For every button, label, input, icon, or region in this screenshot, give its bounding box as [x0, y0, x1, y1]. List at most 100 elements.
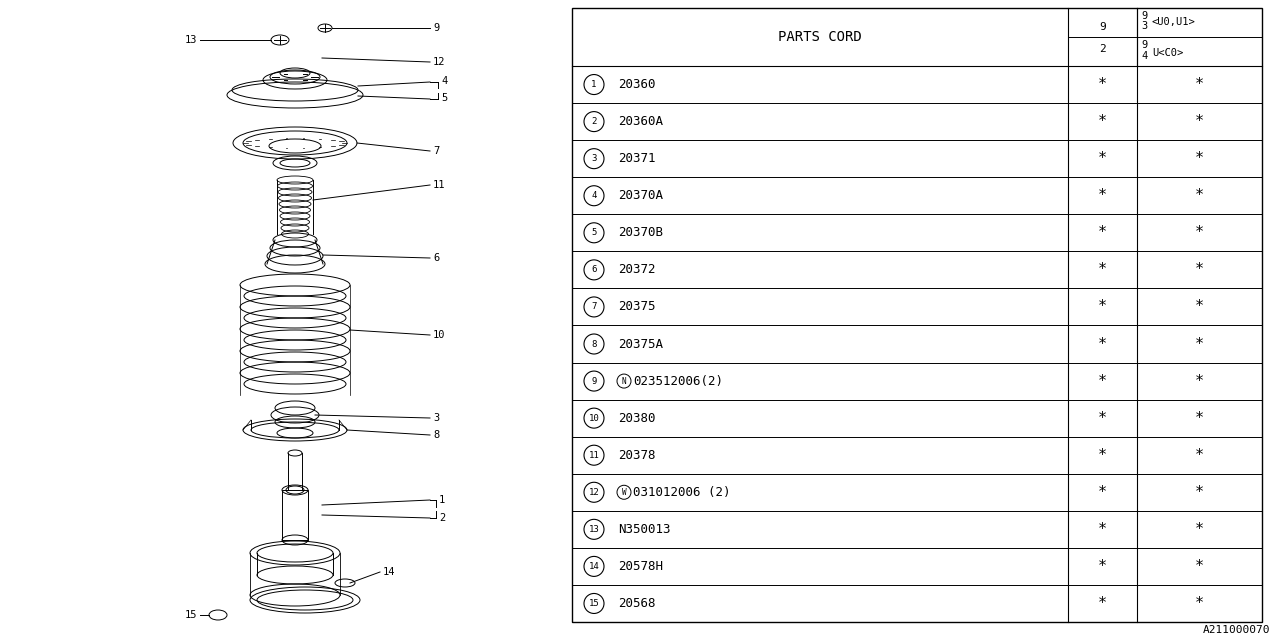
- Text: *: *: [1098, 448, 1107, 463]
- Text: *: *: [1098, 188, 1107, 204]
- Circle shape: [584, 74, 604, 95]
- Text: 7: 7: [433, 146, 439, 156]
- Text: *: *: [1196, 559, 1204, 574]
- Text: *: *: [1196, 596, 1204, 611]
- Text: 20568: 20568: [618, 597, 655, 610]
- Text: *: *: [1098, 559, 1107, 574]
- Text: 12: 12: [589, 488, 599, 497]
- Text: 9: 9: [433, 23, 439, 33]
- Text: *: *: [1196, 484, 1204, 500]
- Bar: [282, 490, 308, 540]
- Text: 8: 8: [433, 430, 439, 440]
- Text: N: N: [622, 376, 626, 385]
- Text: 4: 4: [591, 191, 596, 200]
- Text: 1: 1: [439, 495, 445, 505]
- Text: 20372: 20372: [618, 264, 655, 276]
- Text: 9: 9: [1100, 22, 1106, 31]
- Text: 6: 6: [433, 253, 439, 263]
- Text: *: *: [1098, 411, 1107, 426]
- Text: 2: 2: [591, 117, 596, 126]
- Text: 6: 6: [591, 266, 596, 275]
- Text: 20375: 20375: [618, 300, 655, 314]
- Text: *: *: [1098, 300, 1107, 314]
- Text: 7: 7: [591, 303, 596, 312]
- Text: 2: 2: [439, 513, 445, 523]
- Circle shape: [584, 148, 604, 169]
- Circle shape: [584, 111, 604, 132]
- Text: 20380: 20380: [618, 412, 655, 424]
- Circle shape: [584, 445, 604, 465]
- Text: *: *: [1098, 596, 1107, 611]
- Text: *: *: [1196, 114, 1204, 129]
- Text: 20375A: 20375A: [618, 337, 663, 351]
- Text: *: *: [1196, 188, 1204, 204]
- Text: A211000070: A211000070: [1202, 625, 1270, 635]
- Text: 20370A: 20370A: [618, 189, 663, 202]
- Circle shape: [584, 408, 604, 428]
- Text: 9: 9: [1140, 11, 1147, 21]
- Text: *: *: [1196, 77, 1204, 92]
- Text: U<C0>: U<C0>: [1152, 48, 1183, 58]
- Text: *: *: [1196, 225, 1204, 240]
- Circle shape: [584, 556, 604, 577]
- Circle shape: [584, 371, 604, 391]
- Text: 10: 10: [433, 330, 445, 340]
- Text: 20378: 20378: [618, 449, 655, 461]
- Text: *: *: [1196, 151, 1204, 166]
- Text: 13: 13: [589, 525, 599, 534]
- Text: 20370B: 20370B: [618, 227, 663, 239]
- Text: 13: 13: [184, 35, 197, 45]
- Text: *: *: [1098, 484, 1107, 500]
- Text: 4: 4: [1140, 51, 1147, 61]
- Text: *: *: [1196, 374, 1204, 388]
- Circle shape: [584, 297, 604, 317]
- Text: 20360: 20360: [618, 78, 655, 91]
- Text: 14: 14: [383, 567, 396, 577]
- Circle shape: [584, 334, 604, 354]
- Text: 4: 4: [442, 76, 447, 86]
- Text: *: *: [1196, 337, 1204, 351]
- Text: 20371: 20371: [618, 152, 655, 165]
- Circle shape: [584, 223, 604, 243]
- Text: 3: 3: [591, 154, 596, 163]
- Text: 023512006(2): 023512006(2): [634, 374, 723, 388]
- Text: W: W: [622, 488, 626, 497]
- Text: *: *: [1196, 411, 1204, 426]
- Circle shape: [584, 260, 604, 280]
- Circle shape: [617, 485, 631, 499]
- Bar: [572, 8, 1262, 622]
- Text: 15: 15: [589, 599, 599, 608]
- Text: 11: 11: [433, 180, 445, 190]
- Text: *: *: [1098, 114, 1107, 129]
- Text: *: *: [1098, 77, 1107, 92]
- Text: *: *: [1196, 522, 1204, 537]
- Text: *: *: [1098, 337, 1107, 351]
- Text: 20360A: 20360A: [618, 115, 663, 128]
- Text: 3: 3: [1140, 21, 1147, 31]
- Circle shape: [584, 593, 604, 614]
- Text: *: *: [1098, 262, 1107, 277]
- Text: *: *: [1098, 522, 1107, 537]
- Text: 11: 11: [589, 451, 599, 460]
- Text: 031012006 (2): 031012006 (2): [634, 486, 731, 499]
- Circle shape: [584, 186, 604, 205]
- Text: 20578H: 20578H: [618, 560, 663, 573]
- Text: *: *: [1196, 300, 1204, 314]
- Circle shape: [617, 374, 631, 388]
- Circle shape: [584, 519, 604, 540]
- Text: 14: 14: [589, 562, 599, 571]
- Text: <U0,U1>: <U0,U1>: [1152, 17, 1196, 27]
- Text: 3: 3: [433, 413, 439, 423]
- Text: *: *: [1196, 262, 1204, 277]
- Text: 2: 2: [1100, 44, 1106, 54]
- Text: *: *: [1098, 225, 1107, 240]
- Text: 9: 9: [591, 376, 596, 385]
- Text: 9: 9: [1140, 40, 1147, 50]
- Text: 15: 15: [184, 610, 197, 620]
- Text: *: *: [1098, 374, 1107, 388]
- Text: 12: 12: [433, 57, 445, 67]
- Text: PARTS CORD: PARTS CORD: [778, 30, 861, 44]
- Text: 10: 10: [589, 413, 599, 422]
- Circle shape: [584, 483, 604, 502]
- Text: N350013: N350013: [618, 523, 671, 536]
